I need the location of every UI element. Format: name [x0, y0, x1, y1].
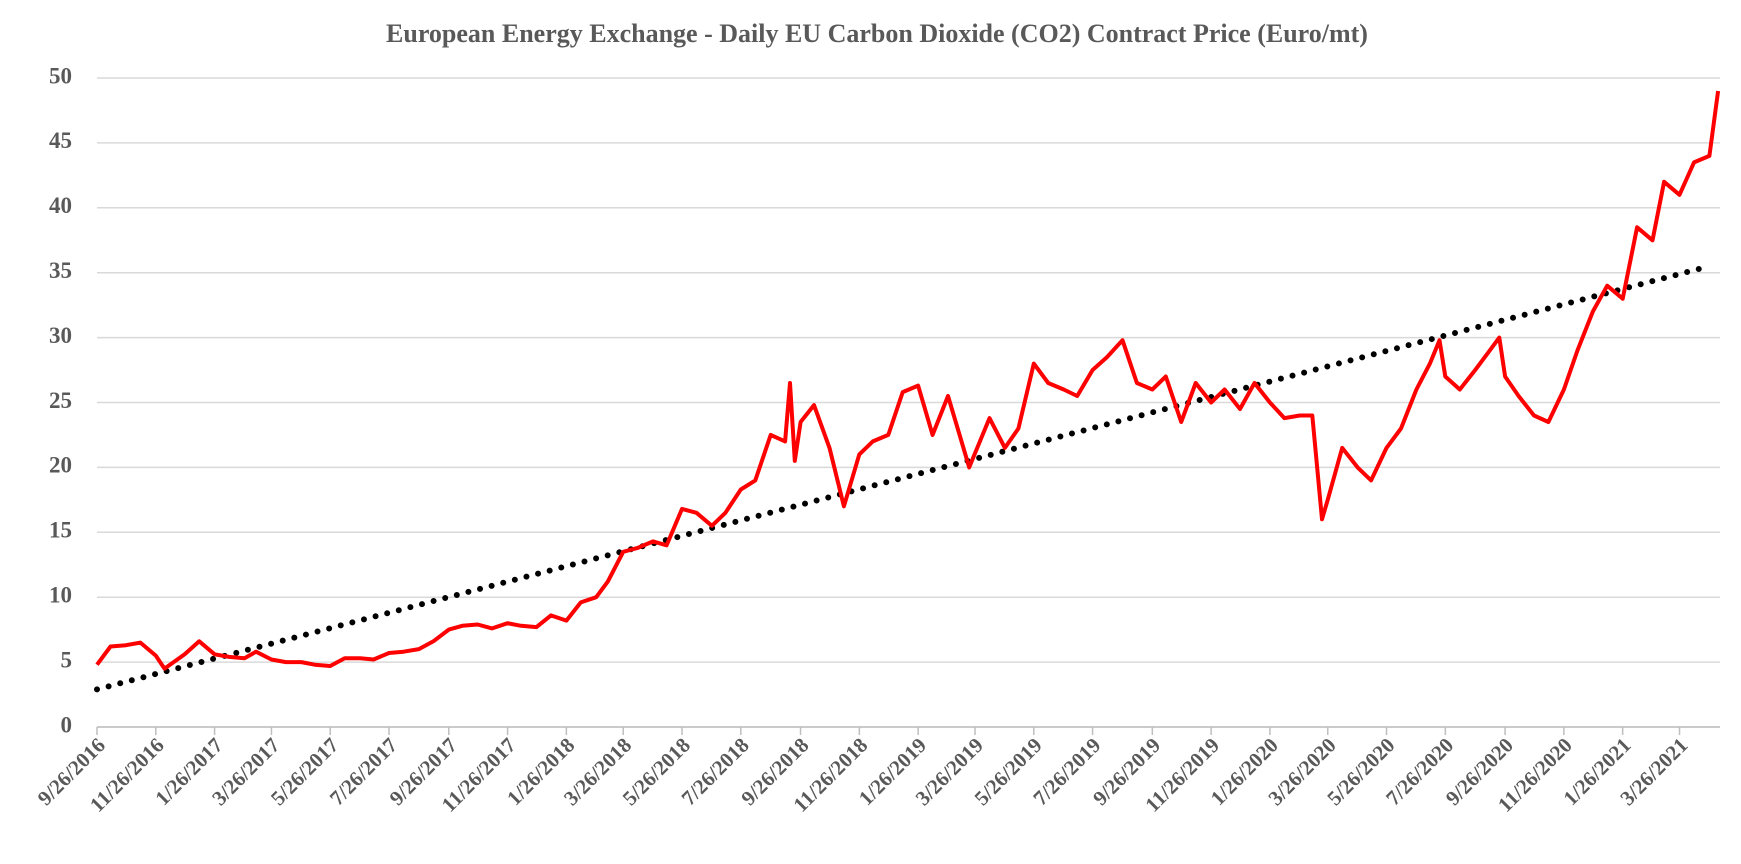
y-tick-label: 25 [49, 388, 72, 413]
y-tick-label: 10 [49, 582, 72, 607]
y-tick-label: 15 [49, 518, 72, 543]
y-tick-label: 40 [49, 193, 72, 218]
y-tick-label: 30 [49, 323, 72, 348]
price-line [95, 90, 1721, 671]
y-tick-label: 0 [61, 712, 73, 737]
y-tick-label: 5 [61, 647, 73, 672]
y-tick-label: 50 [49, 63, 72, 88]
chart-title: European Energy Exchange - Daily EU Carb… [386, 19, 1368, 48]
y-tick-label: 20 [49, 453, 72, 478]
y-tick-label: 45 [49, 128, 72, 153]
trendline [94, 263, 1713, 693]
y-tick-label: 35 [49, 258, 72, 283]
